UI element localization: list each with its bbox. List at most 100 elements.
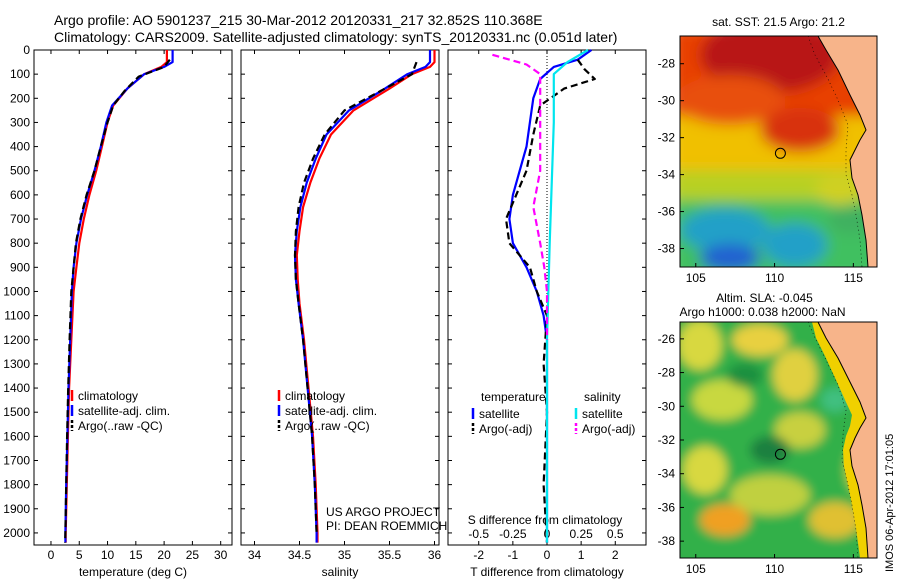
legend-label: satellite-adj. clim. (285, 404, 377, 418)
x-tick-label: 5 (76, 548, 83, 562)
legend-title-salinity: salinity (584, 390, 621, 404)
map-y-tick-label: -36 (658, 500, 676, 514)
legend-label: satellite-adj. clim. (78, 404, 170, 418)
depth-tick-label: 1000 (3, 284, 30, 298)
x-tick-label: 30 (214, 548, 228, 562)
map-y-tick-label: -38 (658, 534, 676, 548)
series-line-argo-adj- (504, 59, 596, 543)
x-tick-label: 0 (544, 548, 551, 562)
sla_map-axes: 105 110 115 -26 -28 -30 -32 -34 -36 -38 Altim. SLA… (658, 291, 864, 576)
series-line-argo-adj- (492, 53, 549, 340)
salinity-diff-tick-label: 0.5 (607, 527, 624, 541)
x-tick-label: 25 (186, 548, 200, 562)
salinity-panel (240, 49, 440, 546)
depth-tick-label: 1800 (3, 478, 30, 492)
depth-tick-label: 500 (10, 164, 30, 178)
legend-title-temperature: temperature (481, 390, 546, 404)
x-tick-label: -1 (508, 548, 519, 562)
depth-tick-label: 100 (10, 67, 30, 81)
salinity-plot: 34 34.5 35 35.5 36 salinity climatologysatelli… (241, 49, 447, 579)
map-x-tick-label: 115 (844, 562, 863, 576)
argo-position-marker-sla (774, 448, 786, 460)
temperature-panel (33, 49, 233, 546)
map-x-tick-label: 105 (686, 562, 706, 576)
map-y-tick-label: -32 (658, 433, 676, 447)
series-line-argo-raw-qc- (293, 61, 418, 533)
depth-tick-label: 2000 (3, 526, 30, 540)
sst-map-title: sat. SST: 21.5 Argo: 21.2 (712, 15, 845, 29)
depth-tick-label: 600 (10, 188, 30, 202)
title-line-2: Climatology: CARS2009. Satellite-adjuste… (54, 29, 618, 45)
map-y-tick-label: -30 (658, 94, 676, 108)
depth-tick-label: 1200 (3, 333, 30, 347)
difference-plot: -2 -1 0 1 2 T difference from climatology -0.5… (448, 49, 646, 579)
argo-position-marker-sst (774, 147, 786, 159)
depth-tick-label: 200 (10, 91, 30, 105)
legend-label: Argo(-adj) (479, 422, 532, 436)
x-tick-label: 15 (129, 548, 143, 562)
x-tick-label: 35.5 (378, 548, 402, 562)
sla-map-title: Altim. SLA: -0.045 (716, 291, 813, 305)
x-tick-label: 1 (578, 548, 585, 562)
legend-label: climatology (78, 389, 138, 403)
x-tick-label: -2 (473, 548, 484, 562)
depth-tick-label: 900 (10, 260, 30, 274)
sla-map (679, 321, 878, 559)
depth-tick-label: 700 (10, 212, 30, 226)
map-y-tick-label: -30 (658, 399, 676, 413)
x-tick-label: 35 (338, 548, 352, 562)
depth-tick-label: 1300 (3, 357, 30, 371)
title-line-1: Argo profile: AO 5901237_215 30-Mar-2012… (54, 12, 543, 28)
depth-tick-label: 400 (10, 140, 30, 154)
legend-label: Argo(..raw -QC) (78, 419, 163, 433)
map-y-tick-label: -34 (658, 467, 676, 481)
map-y-tick-label: -28 (658, 366, 676, 380)
timestamp-stamp: IMOS 06-Apr-2012 17:01:05 (884, 434, 896, 572)
depth-tick-label: 1500 (3, 405, 30, 419)
legend-label: Argo(..raw -QC) (285, 419, 370, 433)
x-tick-label: 34 (248, 548, 262, 562)
series-line-satellite (508, 49, 593, 543)
x-tick-label: 36 (428, 548, 442, 562)
depth-tick-label: 0 (23, 43, 30, 57)
salinity-diff-tick-label: -0.25 (499, 527, 527, 541)
salinity-diff-tick-label: 0.25 (569, 527, 593, 541)
map-y-tick-label: -36 (658, 205, 676, 219)
depth-tick-label: 1900 (3, 502, 30, 516)
depth-tick-label: 1700 (3, 453, 30, 467)
sst_map-axes: 105 110 115 -28 -30 -32 -34 -36 -38 sat. SST: 21.… (658, 15, 864, 285)
depth-tick-label: 800 (10, 236, 30, 250)
depth-tick-label: 300 (10, 115, 30, 129)
legend-label: Argo(-adj) (582, 422, 635, 436)
x-axis-label: temperature (deg C) (79, 565, 187, 579)
map-y-tick-label: -26 (658, 332, 676, 346)
temperature-plot: 0100200300400500600700800900100011001200… (3, 43, 232, 579)
x-tick-label: 10 (101, 548, 115, 562)
map-x-tick-label: 110 (765, 271, 784, 285)
map-x-tick-label: 105 (686, 271, 706, 285)
x-tick-label: 34.5 (288, 548, 312, 562)
map-y-tick-label: -38 (658, 242, 676, 256)
legend-label: satellite (479, 407, 520, 421)
x-tick-label: 2 (612, 548, 619, 562)
project-annotation: US ARGO PROJECT (326, 505, 441, 519)
legend-label: climatology (285, 389, 345, 403)
project-annotation: PI: DEAN ROEMMICH (326, 519, 447, 533)
map-x-tick-label: 110 (765, 562, 784, 576)
x-axis-label: T difference from climatology (470, 565, 624, 579)
sla-map-subtitle: Argo h1000: 0.038 h2000: NaN (679, 305, 845, 319)
depth-tick-label: 1600 (3, 429, 30, 443)
map-y-tick-label: -32 (658, 131, 676, 145)
map-x-tick-label: 115 (844, 271, 863, 285)
x-tick-label: 0 (48, 548, 55, 562)
salinity-diff-tick-label: -0.5 (468, 527, 489, 541)
depth-tick-label: 1400 (3, 381, 30, 395)
sst-map (679, 35, 878, 268)
depth-tick-label: 1100 (4, 309, 30, 323)
series-line-argo-raw-qc- (64, 59, 171, 543)
map-y-tick-label: -28 (658, 57, 676, 71)
legend-label: satellite (582, 407, 623, 421)
x-axis-label: salinity (322, 565, 359, 579)
x-tick-label: 20 (157, 548, 171, 562)
